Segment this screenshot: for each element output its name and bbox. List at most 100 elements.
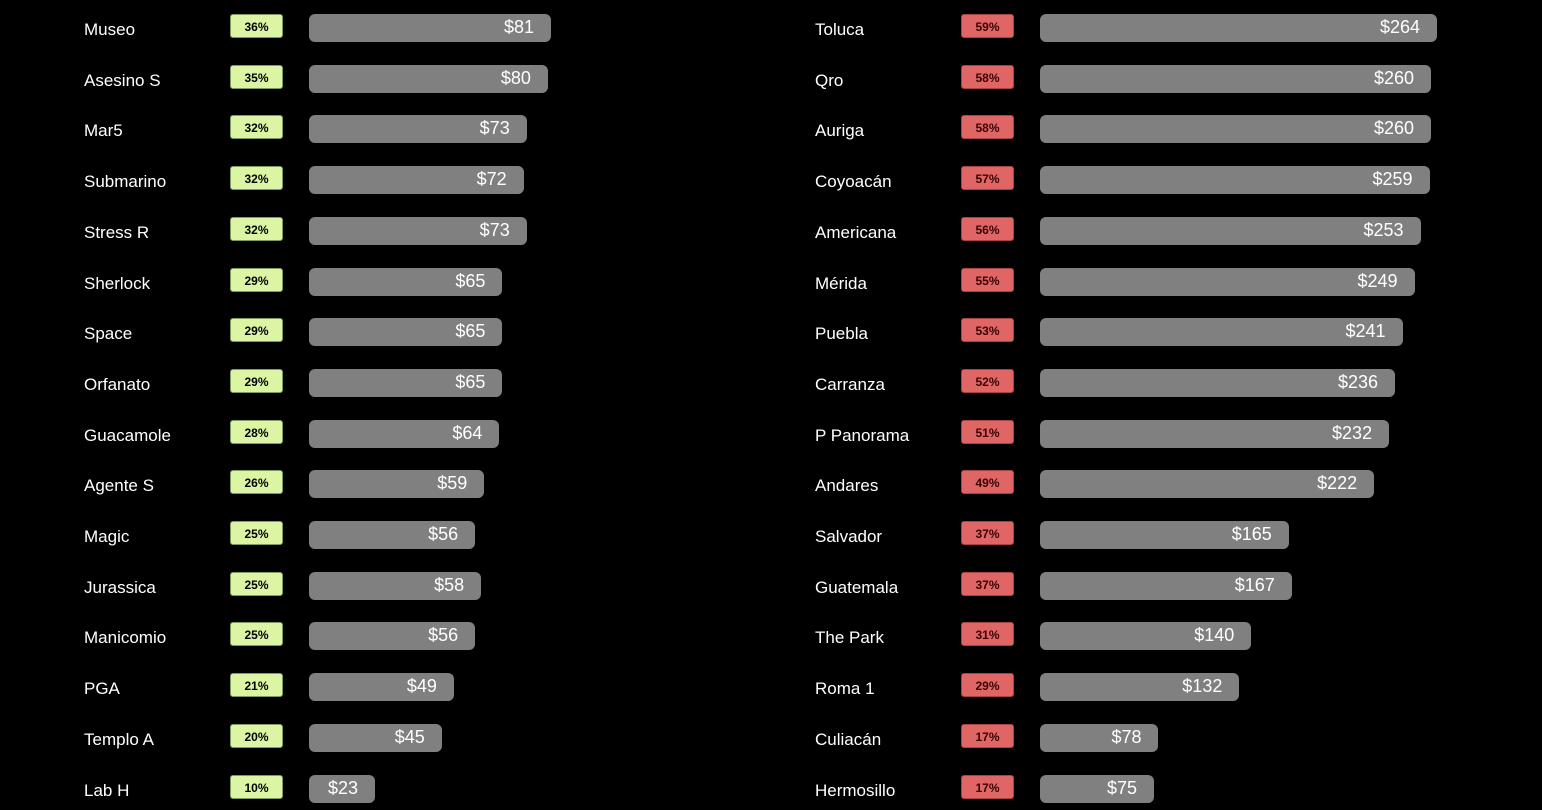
value-bar: $165 (1040, 521, 1289, 549)
percent-badge: 20% (230, 723, 283, 748)
category-label: Space (84, 324, 133, 344)
bar-row: Carranza 52% $236 (815, 355, 1515, 406)
percent-badge: 29% (230, 368, 283, 393)
value-bar: $81 (309, 14, 551, 42)
value-bar: $73 (309, 216, 527, 245)
value-label: $259 (1372, 169, 1413, 190)
percent-badge: 29% (230, 267, 283, 292)
bar-row: Toluca 59% $264 (815, 0, 1515, 51)
value-label: $80 (500, 67, 531, 88)
value-label: $140 (1194, 625, 1235, 646)
value-bar: $56 (309, 521, 476, 549)
category-label: Guacamole (84, 425, 171, 445)
value-label: $264 (1379, 17, 1420, 37)
percent-badge: 49% (961, 470, 1014, 495)
bar-row: Guatemala 37% $167 (815, 558, 1515, 609)
value-label: $232 (1332, 422, 1373, 443)
value-bar: $64 (309, 419, 500, 448)
percent-badge: 21% (230, 673, 283, 698)
percent-badge: 58% (961, 64, 1014, 89)
bar-row: Culiacán 17% $78 (815, 710, 1515, 761)
value-bar: $259 (1040, 166, 1430, 195)
bar-row: Mérida 55% $249 (815, 254, 1515, 305)
category-label: Jurassica (84, 577, 156, 597)
value-label: $132 (1182, 676, 1223, 697)
category-label: Roma 1 (815, 679, 875, 699)
value-bar: $236 (1040, 368, 1396, 397)
percent-badge: 25% (230, 622, 283, 647)
value-bar: $65 (309, 318, 503, 347)
value-bar: $264 (1040, 14, 1437, 42)
category-label: Qro (815, 70, 844, 90)
bar-row: The Park 31% $140 (815, 608, 1515, 659)
value-label: $56 (428, 524, 459, 544)
bar-row: Submarino 32% $72 (84, 152, 784, 203)
bar-row: Sherlock 29% $65 (84, 254, 784, 305)
percent-badge: 37% (961, 521, 1014, 545)
value-bar: $75 (1040, 774, 1154, 803)
category-label: Museo (84, 20, 136, 39)
value-label: $249 (1357, 270, 1398, 291)
bar-row: Mar5 32% $73 (84, 101, 784, 152)
percent-badge: 51% (961, 419, 1014, 444)
value-bar: $260 (1040, 115, 1431, 144)
value-label: $72 (476, 169, 507, 190)
percent-badge: 32% (230, 216, 283, 241)
percent-badge: 35% (230, 64, 283, 89)
percent-badge: 29% (230, 318, 283, 343)
value-label: $260 (1373, 67, 1414, 88)
percent-badge: 32% (230, 166, 283, 191)
percent-badge: 28% (230, 419, 283, 444)
bar-row: Americana 56% $253 (815, 203, 1515, 254)
value-label: $73 (479, 219, 510, 240)
percent-badge: 37% (961, 571, 1014, 596)
value-bar: $72 (309, 166, 524, 195)
category-label: Guatemala (815, 577, 899, 597)
value-bar: $59 (309, 470, 485, 499)
value-label: $49 (406, 676, 437, 697)
category-label: Mar5 (84, 121, 123, 141)
category-label: Culiacán (815, 729, 882, 749)
value-label: $236 (1338, 371, 1379, 392)
bar-row: Manicomio 25% $56 (84, 608, 784, 659)
value-label: $253 (1363, 219, 1404, 240)
percent-badge: 32% (230, 115, 283, 140)
value-bar: $260 (1040, 64, 1431, 93)
value-bar: $78 (1040, 723, 1159, 752)
value-label: $75 (1106, 777, 1137, 798)
value-label: $65 (455, 321, 486, 342)
value-bar: $73 (309, 115, 527, 144)
category-label: The Park (815, 628, 884, 648)
value-label: $59 (437, 473, 468, 494)
value-bar: $65 (309, 267, 503, 296)
right-column: Toluca 59% $264 Qro 58% $260 Auriga 58% $260 Coyo… (815, 0, 1515, 810)
category-label: Magic (84, 527, 130, 546)
value-label: $260 (1373, 118, 1414, 139)
value-label: $241 (1345, 321, 1386, 342)
value-label: $64 (452, 422, 483, 443)
bar-row: PGA 21% $49 (84, 659, 784, 710)
value-label: $81 (503, 17, 534, 37)
bar-row: Agente S 26% $59 (84, 456, 784, 507)
left-column: Museo 36% $81 Asesino S 35% $80 Mar5 32% $73 Subm… (84, 0, 784, 810)
value-bar: $167 (1040, 571, 1292, 600)
percent-badge: 58% (961, 115, 1014, 140)
percent-badge: 25% (230, 521, 283, 545)
category-label: Orfanato (84, 374, 151, 394)
bar-row: Templo A 20% $45 (84, 710, 784, 761)
bar-row: P Panorama 51% $232 (815, 406, 1515, 457)
bar-row: Auriga 58% $260 (815, 101, 1515, 152)
value-label: $73 (479, 118, 510, 139)
category-label: Sherlock (84, 273, 151, 293)
bar-row: Puebla 53% $241 (815, 304, 1515, 355)
value-bar: $80 (309, 64, 548, 93)
bar-row: Roma 1 29% $132 (815, 659, 1515, 710)
percent-badge: 56% (961, 216, 1014, 241)
value-bar: $23 (309, 774, 375, 803)
percent-badge: 17% (961, 774, 1014, 799)
category-label: Agente S (84, 476, 154, 496)
percent-badge: 36% (230, 14, 283, 38)
bar-row: Stress R 32% $73 (84, 203, 784, 254)
category-label: Manicomio (84, 628, 167, 648)
